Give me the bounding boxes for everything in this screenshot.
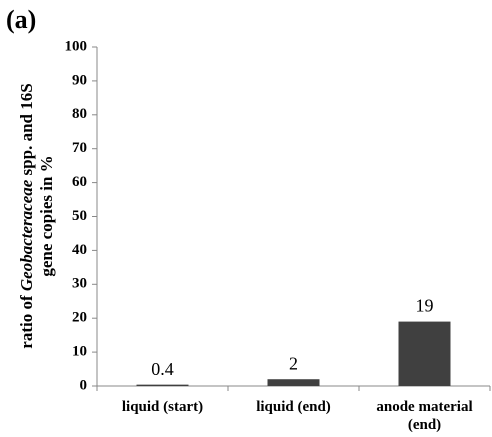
- y-axis-label: gene copies in %: [37, 155, 56, 276]
- value-label: 2: [289, 353, 298, 373]
- y-tick-label: 30: [72, 276, 87, 292]
- y-tick-label: 90: [72, 72, 87, 88]
- x-tick-label: liquid (start): [121, 399, 204, 415]
- x-tick-label: liquid (end): [256, 399, 331, 415]
- y-tick-label: 0: [80, 377, 88, 393]
- panel-label: (a): [6, 5, 36, 34]
- y-axis-label-part: Geobacteraceae: [17, 179, 36, 291]
- bar: [136, 384, 189, 386]
- y-tick-label: 40: [72, 242, 87, 258]
- value-label: 19: [416, 296, 434, 316]
- x-tick-label: anode material (end): [376, 399, 473, 433]
- bar: [267, 379, 320, 386]
- y-tick-label: 80: [72, 106, 87, 122]
- y-axis-label-part: spp. and 16S: [17, 83, 36, 179]
- y-tick-label: 20: [72, 310, 87, 326]
- y-tick-label: 100: [65, 38, 88, 54]
- y-tick-label: 70: [72, 140, 87, 156]
- y-tick-label: 60: [72, 174, 87, 190]
- bar: [398, 321, 451, 386]
- y-axis-label-part: ratio of: [17, 291, 36, 349]
- y-tick-label: 50: [72, 208, 87, 224]
- value-label: 0.4: [151, 359, 174, 379]
- y-axis-label: ratio of Geobacteraceae spp. and 16S: [17, 83, 36, 348]
- y-tick-label: 10: [72, 344, 87, 360]
